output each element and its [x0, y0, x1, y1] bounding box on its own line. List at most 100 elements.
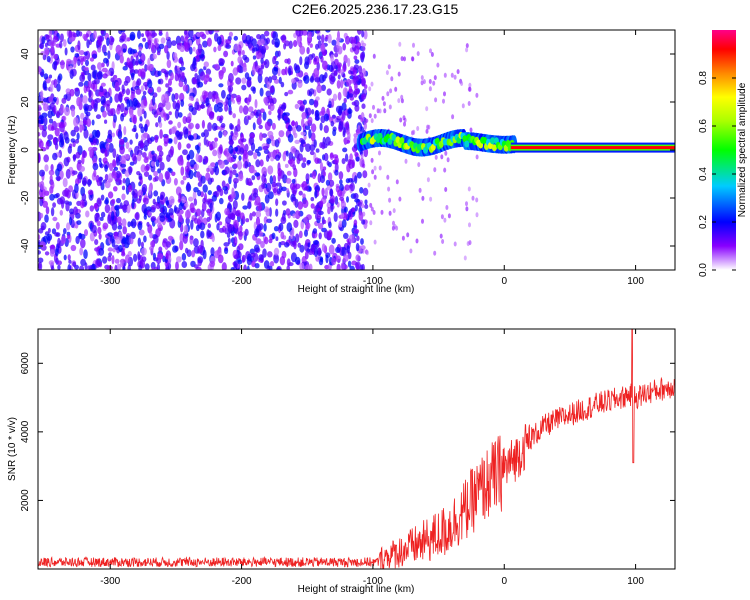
heatmap-cell	[226, 152, 232, 163]
heatmap-cell	[101, 67, 108, 73]
heatmap-cell	[219, 160, 225, 169]
heatmap-cell	[344, 206, 348, 213]
heatmap-cell	[218, 130, 223, 139]
heatmap-cell	[211, 94, 216, 103]
heatmap-cell	[235, 94, 242, 103]
heatmap-cell	[420, 75, 424, 81]
heatmap-cell	[168, 78, 172, 86]
heatmap-cell	[327, 206, 331, 215]
heatmap-cell	[63, 254, 67, 261]
heatmap-cell	[238, 231, 243, 241]
heatmap-cell	[271, 232, 276, 240]
heatmap-cell	[187, 116, 191, 124]
heatmap-cell	[306, 159, 312, 165]
heatmap-cell	[151, 267, 155, 270]
heatmap-cell	[260, 108, 265, 113]
heatmap-cell	[137, 189, 144, 198]
heatmap-cell	[277, 113, 281, 121]
y-tick-label: -20	[20, 190, 31, 205]
heatmap-cell	[94, 212, 100, 222]
heatmap-cell	[254, 172, 260, 177]
heatmap-cell	[322, 60, 328, 70]
heatmap-cell	[73, 117, 79, 127]
heatmap-cell	[207, 91, 213, 100]
heatmap-cell	[319, 257, 324, 263]
heatmap-cell	[89, 205, 95, 212]
heatmap-cell	[293, 240, 297, 250]
heatmap-cell	[157, 102, 164, 112]
heatmap-cell	[327, 33, 332, 44]
heatmap-cell	[297, 100, 303, 105]
heatmap-cell	[127, 221, 131, 228]
heatmap-cell	[175, 102, 181, 112]
heatmap-cell	[52, 216, 58, 222]
heatmap-cell	[99, 216, 104, 221]
heatmap-cell	[166, 154, 171, 162]
heatmap-cell	[382, 101, 386, 107]
heatmap-cell	[304, 229, 308, 237]
heatmap-cell	[188, 196, 194, 202]
heatmap-cell	[255, 159, 261, 168]
heatmap-cell	[432, 80, 436, 86]
heatmap-cell	[116, 107, 121, 115]
heatmap-cell	[307, 37, 312, 42]
heatmap-cell	[262, 145, 269, 150]
heatmap-cell	[143, 110, 147, 119]
heatmap-cell	[299, 143, 304, 153]
heatmap-cell	[320, 115, 326, 124]
heatmap-cell	[313, 68, 320, 78]
heatmap-cell	[369, 220, 373, 226]
colorbar-tick-label: 0.6	[698, 119, 709, 133]
heatmap-cell	[339, 196, 345, 201]
heatmap-cell	[40, 51, 45, 56]
heatmap-cell	[105, 100, 111, 107]
heatmap-cell	[152, 95, 156, 106]
heatmap-cell	[211, 234, 215, 243]
heatmap-cell	[296, 36, 301, 46]
heatmap-cell	[185, 217, 190, 225]
heatmap-cell	[170, 72, 174, 81]
heatmap-cell	[302, 199, 309, 208]
heatmap-cell	[209, 145, 213, 151]
heatmap-cell	[361, 219, 366, 225]
heatmap-cell	[120, 259, 124, 268]
heatmap-cell	[39, 71, 44, 76]
heatmap-cell	[109, 234, 113, 242]
heatmap-cell	[451, 114, 455, 120]
x-tick-label: 0	[501, 576, 507, 587]
heatmap-cell	[255, 111, 259, 119]
heatmap-cell	[65, 168, 71, 179]
heatmap-cell	[45, 206, 50, 215]
heatmap-cell	[428, 79, 432, 84]
heatmap-cell	[406, 232, 410, 238]
heatmap-cell	[361, 30, 365, 38]
heatmap-cell	[121, 252, 126, 257]
heatmap-cell	[68, 259, 72, 264]
heatmap-cell	[131, 198, 135, 209]
spectrogram-y-ticks: -40 -20 0 20 40	[20, 48, 675, 253]
heatmap-cell	[60, 137, 65, 146]
heatmap-cell	[314, 157, 320, 164]
heatmap-cell	[171, 239, 175, 245]
heatmap-cell	[221, 89, 226, 99]
heatmap-cell	[56, 110, 60, 117]
heatmap-cell	[88, 146, 94, 153]
heatmap-cell	[196, 135, 201, 140]
heatmap-cell	[39, 169, 45, 177]
heatmap-cell	[286, 222, 293, 233]
heatmap-cell	[137, 221, 143, 231]
heatmap-cell	[134, 145, 140, 156]
heatmap-cell	[219, 115, 224, 121]
heatmap-cell	[211, 90, 217, 96]
heatmap-cell	[445, 205, 449, 210]
heatmap-cell	[131, 153, 137, 162]
heatmap-cell	[235, 173, 239, 178]
heatmap-cell	[263, 223, 267, 232]
heatmap-cell	[295, 233, 300, 243]
heatmap-cell	[373, 165, 377, 171]
heatmap-cell	[41, 36, 46, 45]
heatmap-cell	[277, 167, 283, 177]
heatmap-cell	[241, 254, 246, 263]
heatmap-cell	[157, 253, 163, 259]
heatmap-cell	[99, 161, 103, 168]
